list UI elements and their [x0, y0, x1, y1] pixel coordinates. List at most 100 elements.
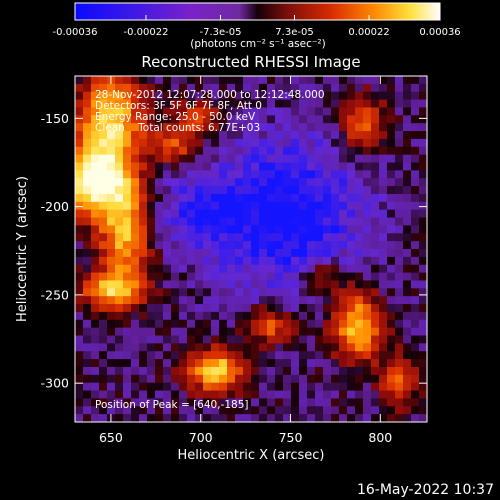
heatmap-cell	[291, 398, 300, 407]
heatmap-cell	[379, 264, 388, 274]
heatmap-cell	[195, 123, 204, 132]
heatmap-cell	[307, 382, 316, 392]
heatmap-cell	[307, 107, 316, 116]
heatmap-cell	[331, 154, 340, 164]
heatmap-cell	[331, 209, 340, 219]
heatmap-cell	[395, 193, 404, 203]
heatmap-cell	[179, 115, 188, 124]
heatmap-cell	[299, 390, 308, 400]
heatmap-cell	[211, 83, 220, 93]
heatmap-cell	[379, 249, 388, 258]
x-tick-label: 750	[279, 430, 303, 445]
heatmap-cell	[219, 351, 228, 360]
heatmap-cell	[307, 359, 316, 368]
heatmap-cell	[307, 217, 316, 227]
heatmap-cell	[379, 217, 388, 227]
heatmap-cell	[371, 296, 380, 305]
heatmap-cell	[155, 201, 164, 211]
heatmap-cell	[187, 256, 196, 266]
heatmap-cell	[203, 131, 212, 140]
heatmap-cell	[307, 186, 316, 195]
heatmap-cell	[291, 359, 300, 368]
heatmap-cell	[283, 406, 292, 415]
heatmap-cell	[115, 319, 124, 329]
heatmap-cell	[235, 296, 244, 305]
heatmap-cell	[323, 241, 332, 250]
heatmap-cell	[419, 319, 427, 329]
heatmap-cell	[75, 319, 84, 329]
heatmap-cell	[131, 107, 140, 116]
heatmap-cell	[291, 115, 300, 124]
heatmap-cell	[139, 170, 148, 179]
heatmap-cell	[147, 351, 156, 360]
heatmap-cell	[411, 398, 420, 407]
heatmap-cell	[171, 351, 180, 360]
heatmap-cell	[339, 359, 348, 368]
heatmap-cell	[243, 99, 252, 109]
heatmap-cell	[115, 374, 124, 384]
heatmap-cell	[187, 99, 196, 109]
heatmap-cell	[331, 91, 340, 101]
colorbar	[74, 2, 441, 21]
heatmap-cell	[203, 398, 212, 407]
heatmap-cell	[99, 359, 108, 368]
heatmap-cell	[187, 351, 196, 360]
heatmap-cell	[307, 154, 316, 164]
heatmap-cell	[91, 217, 100, 227]
heatmap-cell	[99, 414, 108, 422]
heatmap-cell	[147, 76, 156, 85]
heatmap-cell	[123, 406, 132, 415]
heatmap-cell	[179, 91, 188, 101]
heatmap-cell	[379, 304, 388, 313]
heatmap-cell	[363, 217, 372, 227]
heatmap-cell	[419, 193, 427, 203]
heatmap-cell	[99, 76, 108, 85]
heatmap-cell	[147, 123, 156, 132]
heatmap-cell	[299, 131, 308, 140]
heatmap-cell	[219, 327, 228, 337]
heatmap-cell	[91, 264, 100, 274]
heatmap-cell	[131, 406, 140, 415]
heatmap-cell	[227, 146, 236, 156]
heatmap-cell	[163, 241, 172, 250]
heatmap-cell	[131, 131, 140, 140]
heatmap-cell	[203, 209, 212, 219]
heatmap-cell	[83, 154, 92, 164]
heatmap-cell	[251, 115, 260, 124]
heatmap-cell	[235, 107, 244, 116]
heatmap-cell	[379, 359, 388, 368]
heatmap-cell	[219, 146, 228, 156]
heatmap-cell	[315, 241, 324, 250]
heatmap-cell	[219, 225, 228, 234]
heatmap-cell	[331, 115, 340, 124]
heatmap-cell	[123, 225, 132, 234]
heatmap-cell	[251, 170, 260, 179]
heatmap-cell	[275, 256, 284, 266]
heatmap-cell	[147, 272, 156, 282]
heatmap-cell	[163, 406, 172, 415]
heatmap-cell	[211, 217, 220, 227]
heatmap-cell	[251, 91, 260, 101]
heatmap-cell	[235, 280, 244, 289]
heatmap-cell	[243, 296, 252, 305]
heatmap-cell	[155, 123, 164, 132]
heatmap-cell	[291, 366, 300, 376]
heatmap-cell	[147, 366, 156, 376]
heatmap-cell	[187, 146, 196, 156]
heatmap-cell	[203, 343, 212, 352]
heatmap-cell	[243, 131, 252, 140]
heatmap-cell	[251, 146, 260, 156]
heatmap-cell	[347, 178, 356, 187]
heatmap-cell	[331, 398, 340, 407]
heatmap-cell	[147, 343, 156, 352]
heatmap-cell	[379, 107, 388, 116]
heatmap-cell	[171, 241, 180, 250]
heatmap-cell	[107, 225, 116, 234]
heatmap-cell	[83, 280, 92, 289]
heatmap-cell	[187, 335, 196, 344]
heatmap-cell	[243, 390, 252, 400]
heatmap-cell	[227, 280, 236, 289]
heatmap-cell	[283, 186, 292, 195]
heatmap-cell	[395, 351, 404, 360]
heatmap-cell	[163, 209, 172, 219]
